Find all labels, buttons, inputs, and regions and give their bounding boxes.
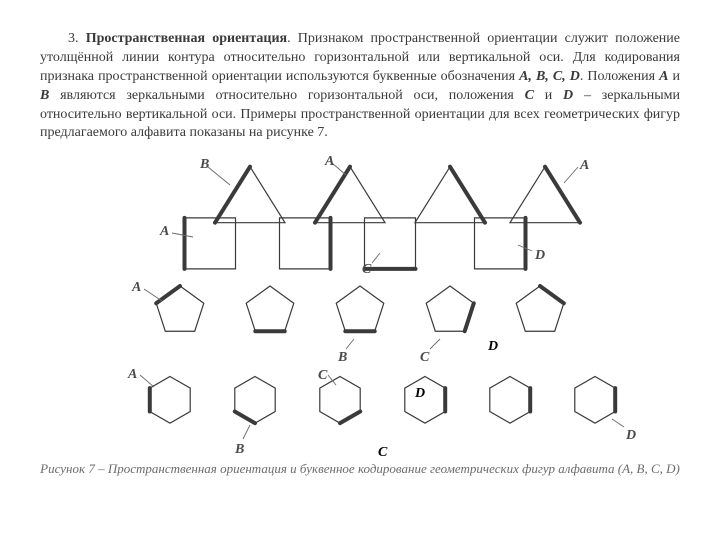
hexagon-shape [575, 377, 615, 424]
triangle-shape [215, 167, 285, 223]
and1: и [668, 69, 680, 84]
letD: D [563, 88, 573, 103]
overlay-label: D [488, 339, 498, 355]
pentagon-shape [336, 286, 384, 331]
leader-line [372, 253, 380, 263]
pentagon-shape [246, 286, 294, 331]
thick-edge [545, 167, 580, 223]
thick-edge [156, 286, 180, 303]
and2: и [534, 88, 563, 103]
pentagon-shape [156, 286, 204, 331]
leader-line [243, 425, 250, 439]
leader-line [564, 167, 578, 183]
triangle-shape [415, 167, 485, 223]
hexagon-shape [490, 377, 530, 424]
triangle-shape [510, 167, 580, 223]
square-shape [280, 218, 331, 269]
letC: C [525, 88, 534, 103]
thick-edge [315, 167, 350, 223]
square-shape [475, 218, 526, 269]
shape-label: B [199, 157, 209, 172]
shape-label: A [127, 367, 137, 382]
pentagon-shape [516, 286, 564, 331]
body2: . Положения [580, 69, 659, 84]
shape-label: A [324, 154, 334, 169]
thick-edge [465, 304, 474, 332]
shape-label: B [337, 350, 347, 365]
shape-label: A [159, 224, 169, 239]
figure-area: BAAACDABCABCD DDC [80, 153, 640, 453]
shape-label: A [579, 158, 589, 173]
leader-line [140, 375, 154, 387]
figure-svg: BAAACDABCABCD [80, 153, 640, 453]
thick-edge [215, 167, 250, 223]
figure-caption: Рисунок 7 – Пространственная ориентация … [40, 461, 680, 477]
leader-line [612, 419, 624, 427]
section-num: 3. [68, 31, 79, 46]
paragraph: 3. Пространственная ориентация. Признако… [40, 30, 680, 143]
section-title: Пространственная ориентация [86, 31, 287, 46]
shape-label: C [318, 368, 328, 383]
overlay-label: D [415, 386, 425, 402]
thick-edge [450, 167, 485, 223]
shape-label: C [362, 262, 372, 277]
shape-label: D [625, 428, 636, 443]
shape-label: C [420, 350, 430, 365]
square-shape [185, 218, 236, 269]
letters: A, B, C, D [519, 69, 580, 84]
hexagon-shape [150, 377, 190, 424]
body3: являются зеркальными относительно горизо… [49, 88, 524, 103]
shape-label: D [534, 248, 545, 263]
leader-line [208, 167, 230, 185]
overlay-label: C [378, 445, 387, 461]
thick-edge [540, 286, 564, 303]
shape-label: A [131, 280, 141, 295]
thick-edge [235, 412, 255, 424]
letB: B [40, 88, 49, 103]
triangle-shape [315, 167, 385, 223]
thick-edge [340, 412, 360, 424]
leader-line [144, 289, 162, 301]
shape-label: B [234, 442, 244, 453]
leader-line [346, 339, 354, 349]
square-shape [365, 218, 416, 269]
leader-line [430, 339, 440, 349]
